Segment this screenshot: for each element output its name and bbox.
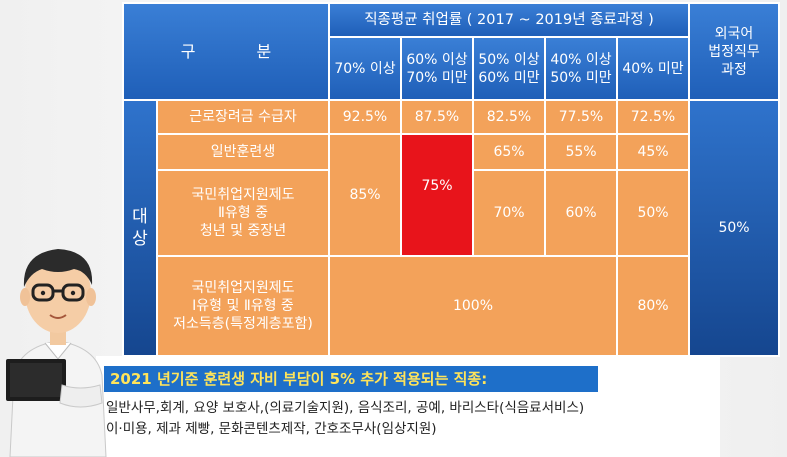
banner-title: 2021 년기준 훈련생 자비 부담이 5% 추가 적용되는 직종: <box>104 366 598 392</box>
merged-value-70plus: 85% <box>330 135 400 255</box>
row2-value-4: 55% <box>546 135 616 169</box>
foreign-course-value: 50% <box>690 101 778 355</box>
row1-value-5: 72.5% <box>618 101 688 133</box>
row-label-low-income: 국민취업지원제도 Ⅰ유형 및 Ⅱ유형 중 저소득층(특정계층포함) <box>158 257 328 355</box>
row3-value-3: 70% <box>474 171 544 255</box>
rate-col-3: 50% 이상 60% 미만 <box>474 38 544 99</box>
row2-value-5: 45% <box>618 135 688 169</box>
row2-value-3: 65% <box>474 135 544 169</box>
row3-value-4: 60% <box>546 171 616 255</box>
occupation-banner: 2021 년기준 훈련생 자비 부담이 5% 추가 적용되는 직종: 일반사무,… <box>96 356 720 457</box>
incentive-table: 구 분 직종평균 취업률 ( 2017 ~ 2019년 종료과정 ) 외국어 법… <box>122 2 780 357</box>
foreign-course-header: 외국어 법정직무 과정 <box>690 4 778 99</box>
row1-value-1: 92.5% <box>330 101 400 133</box>
row-label-youth-middle-aged: 국민취업지원제도 Ⅱ유형 중 청년 및 중장년 <box>158 171 328 255</box>
row1-value-2: 87.5% <box>402 101 472 133</box>
presenter-character <box>6 249 107 457</box>
merged-value-60to70: 75% <box>402 135 472 255</box>
rate-col-5: 40% 미만 <box>618 38 688 99</box>
row4-value-merged: 100% <box>330 257 616 355</box>
employment-rate-header: 직종평균 취업률 ( 2017 ~ 2019년 종료과정 ) <box>330 4 688 36</box>
row4-value-5: 80% <box>618 257 688 355</box>
row1-value-4: 77.5% <box>546 101 616 133</box>
category-header: 구 분 <box>124 4 328 99</box>
row3-value-5: 50% <box>618 171 688 255</box>
banner-line-2: 이·미용, 제과 제빵, 문화콘텐츠제작, 간호조무사(임상지원) <box>106 421 437 437</box>
row1-value-3: 82.5% <box>474 101 544 133</box>
rate-col-1: 70% 이상 <box>330 38 400 99</box>
rate-col-4: 40% 이상 50% 미만 <box>546 38 616 99</box>
rate-col-2: 60% 이상 70% 미만 <box>402 38 472 99</box>
banner-line-1: 일반사무,회계, 요양 보호사,(의료기술지원), 음식조리, 공예, 바리스타… <box>106 400 585 416</box>
target-label: 대 상 <box>124 101 156 355</box>
row-label-eitc: 근로장려금 수급자 <box>158 101 328 133</box>
row-label-general-trainee: 일반훈련생 <box>158 135 328 169</box>
